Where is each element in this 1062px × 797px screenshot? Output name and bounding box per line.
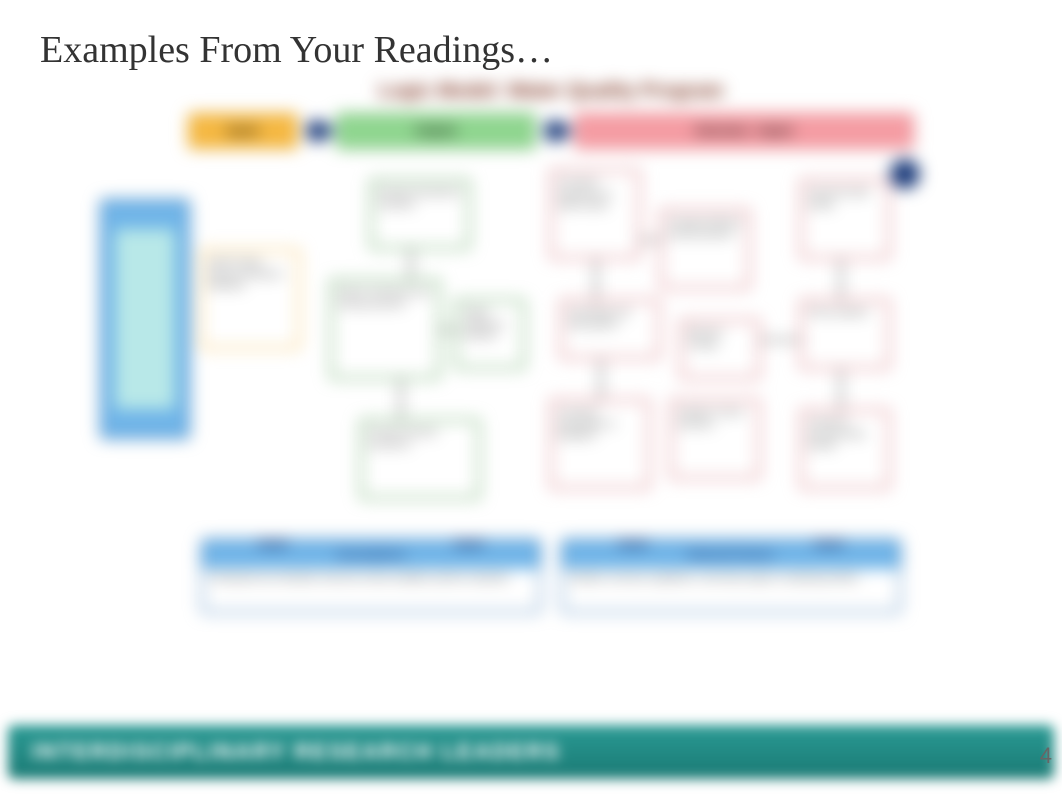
arrow-icon xyxy=(306,120,328,142)
connector-line xyxy=(595,259,597,299)
assumptions-body: Participants are motivated; resources re… xyxy=(203,569,539,611)
outcome-box-2: Changed attitudes toward practices xyxy=(660,209,750,289)
ribbon-icon xyxy=(449,539,489,549)
ribbon-icon xyxy=(809,539,849,549)
diagram-title: Logic Model: Water Quality Program xyxy=(100,80,1002,103)
outcome-box-7: Increased participation in programs xyxy=(550,399,650,489)
outcome-box-4: Knowledge and skills gained xyxy=(560,299,660,359)
inputs-box: Staff Funding Partners Research Material… xyxy=(200,249,300,349)
diagram-body: Staff Funding Partners Research Material… xyxy=(100,169,1002,529)
output-box-2: Deliver workshops and training sessions xyxy=(330,279,440,379)
header-outputs: Outputs xyxy=(336,113,536,149)
ribbon-icon xyxy=(613,539,653,549)
situation-block xyxy=(100,199,190,439)
logic-model-diagram: Logic Model: Water Quality Program Input… xyxy=(100,80,1002,697)
highlight-dot-icon xyxy=(890,159,920,189)
ribbon-icon xyxy=(253,539,293,549)
arrow-icon xyxy=(544,120,566,142)
diagram-header-row: Inputs Outputs Outcomes - Impact xyxy=(100,113,1002,149)
connector-line xyxy=(640,239,660,241)
outcome-box-8: Adoption of best practices xyxy=(670,399,760,479)
connector-line xyxy=(600,359,602,399)
connector-line xyxy=(840,369,842,409)
page-number: 4 xyxy=(1040,743,1052,769)
output-box-3: Target audiences reached xyxy=(455,299,525,369)
situation-inner xyxy=(115,229,175,409)
connector-line xyxy=(840,259,842,299)
assumptions-box: Assumptions Participants are motivated; … xyxy=(201,539,541,613)
header-inputs: Inputs xyxy=(188,113,298,149)
external-body: Weather, economy, regulations, community… xyxy=(563,569,899,611)
outcome-box-3: Improved water quality xyxy=(800,179,890,259)
slide-title: Examples From Your Readings… xyxy=(40,28,553,72)
slide-container: Examples From Your Readings… Logic Model… xyxy=(0,0,1062,797)
outcome-box-6: Policy adoption xyxy=(800,299,890,369)
outcome-box-9: Sustained environmental benefit xyxy=(800,409,890,489)
outcome-box-5: Behavior change xyxy=(680,319,760,379)
outcome-box-1: Increased awareness of water issues xyxy=(550,169,640,259)
footer-bar: INTERDISCIPLINARY RESEARCH LEADERS xyxy=(8,725,1054,779)
outcomes-column: Increased awareness of water issues Chan… xyxy=(540,169,910,529)
connector-line xyxy=(760,339,800,341)
output-box-1: Develop educational materials xyxy=(370,179,470,249)
footer-text: INTERDISCIPLINARY RESEARCH LEADERS xyxy=(32,739,561,765)
external-factors-box: External Factors Weather, economy, regul… xyxy=(561,539,901,613)
output-box-4: Provide technical assistance xyxy=(360,419,480,499)
inputs-column: Staff Funding Partners Research Material… xyxy=(200,249,300,349)
header-outcomes: Outcomes - Impact xyxy=(574,113,914,149)
header-outputs-label: Outputs xyxy=(415,125,457,137)
header-outcomes-label: Outcomes - Impact xyxy=(694,125,793,137)
bottom-row: Assumptions Participants are motivated; … xyxy=(100,539,1002,613)
outputs-column: Develop educational materials Deliver wo… xyxy=(310,169,530,529)
